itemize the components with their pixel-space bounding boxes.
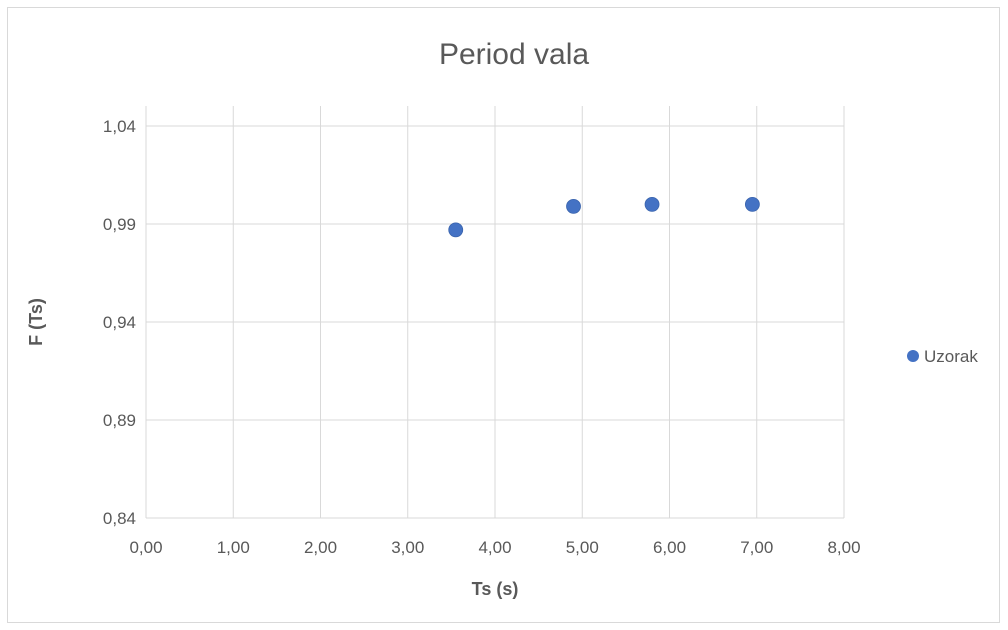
grid-lines — [145, 106, 845, 519]
x-tick-label: 2,00 — [304, 538, 337, 557]
data-point — [744, 196, 760, 212]
y-axis-label: F (Ts) — [26, 298, 46, 346]
chart-title: Period vala — [439, 38, 589, 71]
x-tick-label: 1,00 — [217, 538, 250, 557]
x-tick-label: 7,00 — [740, 538, 773, 557]
data-point — [644, 196, 660, 212]
data-points — [448, 196, 760, 238]
y-tick-label: 0,84 — [103, 509, 136, 528]
x-tick-label: 4,00 — [478, 538, 511, 557]
y-tick-label: 0,89 — [103, 411, 136, 430]
y-tick-label: 0,94 — [103, 313, 136, 332]
data-point — [448, 222, 464, 238]
x-tick-label: 6,00 — [653, 538, 686, 557]
legend-label-uzorak: Uzorak — [924, 347, 978, 366]
x-tick-label: 3,00 — [391, 538, 424, 557]
y-tick-label: 1,04 — [103, 117, 136, 136]
x-tick-label: 5,00 — [566, 538, 599, 557]
chart-frame — [7, 7, 1000, 623]
x-axis-label: Ts (s) — [472, 579, 519, 599]
x-tick-label: 8,00 — [827, 538, 860, 557]
y-tick-label: 0,99 — [103, 215, 136, 234]
legend: Uzorak — [907, 347, 978, 366]
data-point — [566, 198, 581, 214]
x-tick-label: 0,00 — [129, 538, 162, 557]
tick-labels: 0,00 1,00 2,00 3,00 4,00 5,00 6,00 7,00 8,00 0,84… — [103, 117, 861, 557]
legend-marker-uzorak — [907, 350, 919, 362]
